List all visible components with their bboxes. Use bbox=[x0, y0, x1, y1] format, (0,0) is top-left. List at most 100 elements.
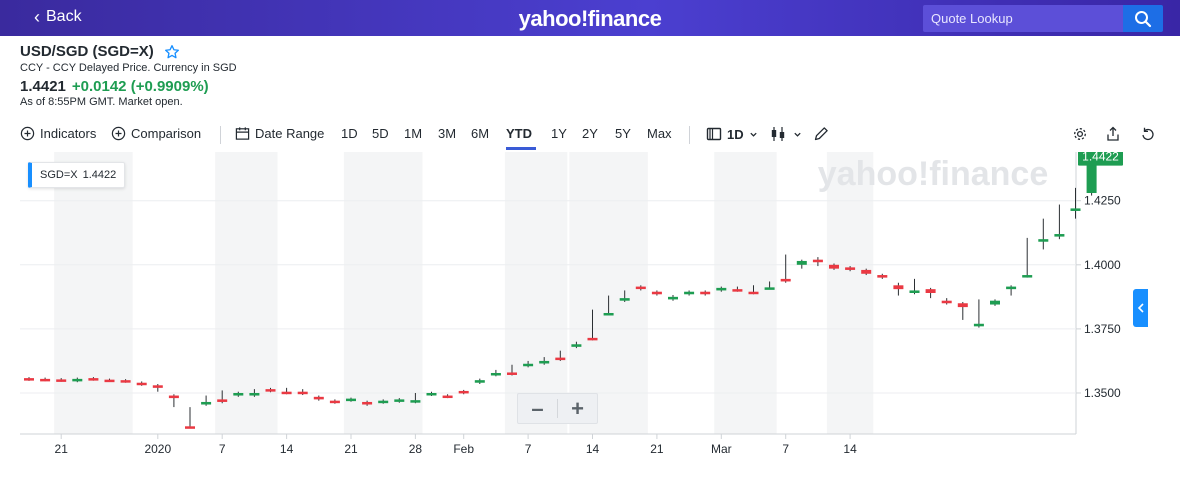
candle-body bbox=[973, 323, 984, 327]
draw-button[interactable] bbox=[813, 126, 829, 142]
x-tick-label: 7 bbox=[782, 442, 789, 456]
candle-up bbox=[474, 378, 485, 385]
x-tick-label: 21 bbox=[650, 442, 664, 456]
candle-down bbox=[56, 378, 67, 382]
range-3m[interactable]: 3M bbox=[438, 126, 457, 141]
quote-lookup-input[interactable] bbox=[923, 5, 1123, 32]
legend-chip: SGD=X 1.4422 bbox=[28, 162, 126, 188]
range-ytd[interactable]: YTD bbox=[506, 126, 532, 141]
candle-body bbox=[603, 312, 614, 316]
zoom-controls: – + bbox=[517, 393, 598, 424]
candle-body bbox=[893, 285, 904, 290]
candle-down bbox=[845, 266, 856, 272]
candle-down bbox=[168, 394, 179, 408]
y-tick-label: 1.4000 bbox=[1084, 258, 1121, 272]
indicators-plus-icon bbox=[20, 126, 35, 141]
back-chevron-icon: ‹ bbox=[34, 7, 40, 27]
candle-down bbox=[297, 389, 308, 396]
candle-body bbox=[136, 382, 147, 386]
candle-body bbox=[201, 401, 212, 405]
candle-body bbox=[748, 291, 759, 295]
toolbar-divider bbox=[689, 126, 690, 144]
interval-select[interactable]: 1D bbox=[706, 126, 758, 142]
candle-up bbox=[346, 397, 356, 402]
x-tick-label: 7 bbox=[525, 442, 532, 456]
quote-lookup-field[interactable] bbox=[923, 5, 1123, 32]
settings-button[interactable] bbox=[1072, 126, 1088, 142]
candle-body bbox=[812, 259, 823, 263]
toolbar-divider bbox=[220, 126, 221, 144]
candle-body bbox=[1086, 157, 1097, 194]
indicators-label: Indicators bbox=[40, 126, 97, 141]
range-5d[interactable]: 5D bbox=[372, 126, 389, 141]
market-status: As of 8:55PM GMT. Market open. bbox=[20, 96, 183, 108]
candle-body bbox=[877, 275, 888, 278]
indicators-button[interactable]: Indicators bbox=[20, 126, 96, 141]
candle-body bbox=[909, 290, 920, 293]
candle-up bbox=[1054, 204, 1065, 240]
candle-body bbox=[490, 372, 501, 376]
candle-down bbox=[120, 379, 131, 383]
draw-icon bbox=[814, 127, 828, 141]
candle-body bbox=[40, 378, 51, 382]
collapse-panel-button[interactable] bbox=[1133, 289, 1148, 327]
x-tick-label: 14 bbox=[843, 442, 857, 456]
current-price: 1.4421 bbox=[20, 78, 66, 95]
share-icon bbox=[1107, 126, 1119, 141]
weekend-band bbox=[54, 152, 133, 434]
price-chart[interactable]: yahoo!finance 1.42501.40001.37501.35001.… bbox=[20, 152, 1180, 462]
candle-body bbox=[56, 379, 67, 382]
candle-body bbox=[88, 378, 99, 381]
candle-down bbox=[877, 273, 888, 279]
chart-type-select[interactable] bbox=[770, 126, 802, 142]
candle-down bbox=[957, 301, 968, 320]
candle-body bbox=[394, 399, 405, 402]
chart-watermark: yahoo!finance bbox=[818, 155, 1048, 193]
candle-down bbox=[185, 407, 195, 429]
candle-down bbox=[829, 263, 839, 270]
date-range-button[interactable]: Date Range bbox=[235, 126, 324, 141]
y-axis: 1.4250 1.4000 1.3750 1.3500 1.4422 bbox=[1076, 152, 1123, 400]
collapse-chevron-icon bbox=[1137, 303, 1144, 313]
candle-body bbox=[700, 291, 711, 295]
interval-label: 1D bbox=[727, 126, 744, 142]
candle-down bbox=[635, 285, 646, 291]
candle-body bbox=[507, 372, 517, 375]
back-button[interactable]: ‹ Back bbox=[34, 8, 82, 26]
watchlist-star-button[interactable] bbox=[164, 44, 180, 60]
candle-down bbox=[442, 394, 453, 399]
calendar-icon bbox=[235, 127, 250, 140]
candle-down bbox=[217, 390, 228, 404]
zoom-in-button[interactable]: + bbox=[571, 395, 584, 421]
back-label: Back bbox=[46, 8, 82, 25]
candle-body bbox=[861, 269, 872, 274]
range-1y[interactable]: 1Y bbox=[551, 126, 567, 141]
range-2y[interactable]: 2Y bbox=[582, 126, 598, 141]
reset-button[interactable] bbox=[1140, 126, 1156, 142]
x-tick-label: 21 bbox=[344, 442, 358, 456]
share-button[interactable] bbox=[1105, 126, 1121, 142]
reset-icon bbox=[1142, 127, 1154, 141]
candle-body bbox=[619, 298, 630, 301]
range-1m[interactable]: 1M bbox=[404, 126, 423, 141]
range-max[interactable]: Max bbox=[647, 126, 672, 141]
search-button[interactable] bbox=[1123, 5, 1163, 32]
candle-body bbox=[732, 289, 743, 292]
x-tick-label: 14 bbox=[586, 442, 600, 456]
candle-down bbox=[700, 290, 711, 296]
range-1d[interactable]: 1D bbox=[341, 126, 358, 141]
candle-up bbox=[201, 395, 212, 406]
candle-body bbox=[571, 344, 582, 347]
candle-body bbox=[458, 390, 469, 394]
zoom-out-button[interactable]: – bbox=[531, 395, 544, 421]
comparison-button[interactable]: Comparison bbox=[111, 126, 201, 141]
candle-body bbox=[442, 395, 453, 399]
candle-body bbox=[362, 401, 373, 405]
range-6m[interactable]: 6M bbox=[471, 126, 490, 141]
candle-body bbox=[555, 357, 566, 361]
range-5y[interactable]: 5Y bbox=[615, 126, 631, 141]
candle-down bbox=[152, 384, 163, 392]
candle-up bbox=[571, 341, 582, 349]
candle-down bbox=[281, 387, 292, 395]
candle-body bbox=[217, 399, 228, 402]
